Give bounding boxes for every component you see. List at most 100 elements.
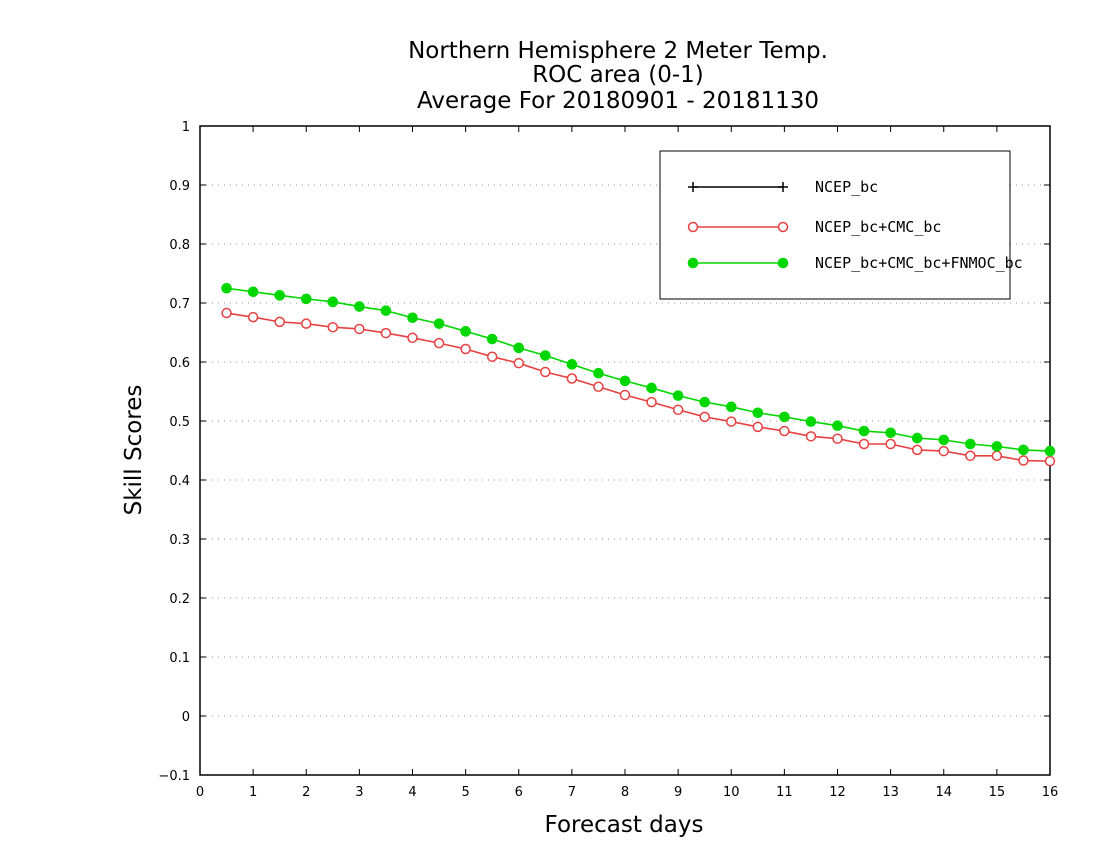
y-axis-label: Skill Scores — [121, 385, 147, 516]
data-point — [646, 396, 657, 408]
data-point — [513, 357, 524, 369]
data-point — [433, 318, 445, 329]
data-point — [911, 444, 923, 456]
data-point — [380, 305, 392, 316]
data-point — [274, 316, 285, 328]
data-point — [752, 407, 764, 419]
x-tick-label: 10 — [723, 785, 740, 800]
data-point — [540, 350, 551, 361]
data-point — [911, 432, 923, 444]
data-point — [566, 359, 578, 370]
x-tick-label: 6 — [515, 785, 523, 800]
data-point — [646, 382, 657, 394]
data-point — [938, 434, 950, 446]
data-point — [354, 323, 365, 335]
x-tick-label: 9 — [674, 785, 682, 800]
data-point — [247, 286, 259, 298]
data-point — [805, 416, 817, 427]
y-tick-label: 0.5 — [169, 415, 190, 430]
data-point — [965, 450, 976, 462]
legend-marker — [777, 257, 789, 269]
data-point — [247, 311, 259, 323]
data-point — [991, 450, 1003, 462]
chart-title: Northern Hemisphere 2 Meter Temp. ROC ar… — [408, 38, 828, 114]
data-point — [832, 420, 843, 432]
x-tick-label: 5 — [461, 785, 469, 800]
x-tick-label: 14 — [935, 785, 952, 800]
data-point — [779, 411, 790, 423]
data-point — [380, 327, 392, 339]
x-tick-label: 13 — [882, 785, 899, 800]
data-point — [672, 404, 684, 416]
y-tick-label: 0.9 — [169, 179, 190, 194]
data-point — [407, 312, 418, 324]
y-tick-label: −0.1 — [158, 769, 190, 784]
data-point — [221, 282, 232, 294]
x-tick-label: 11 — [776, 785, 793, 800]
chart-title-line-3: Average For 20180901 - 20181130 — [417, 88, 819, 114]
data-point — [1044, 455, 1056, 467]
legend-label: NCEP_bc+CMC_bc+FNMOC_bc — [815, 254, 1023, 272]
legend-box — [659, 150, 1011, 300]
x-axis-label: Forecast days — [545, 812, 704, 838]
x-tick-label: 4 — [408, 785, 416, 800]
y-tick-label: 0.8 — [169, 238, 190, 253]
data-point — [858, 438, 870, 450]
data-point — [752, 421, 764, 433]
chart-title-line-2: ROC area (0-1) — [532, 62, 704, 88]
legend-marker — [687, 257, 699, 269]
x-tick-label: 15 — [989, 785, 1006, 800]
x-tick-label: 1 — [249, 785, 257, 800]
y-tick-label: 0 — [182, 710, 190, 725]
data-point — [327, 321, 339, 333]
data-point — [486, 351, 498, 362]
legend-marker — [688, 182, 698, 192]
data-point — [327, 296, 339, 308]
series-layer — [221, 282, 1056, 467]
data-point — [300, 293, 312, 305]
y-tick-label: 0.6 — [169, 356, 190, 371]
data-point — [1044, 445, 1056, 457]
data-point — [885, 427, 896, 439]
y-tick-label: 0.1 — [169, 651, 190, 666]
data-point — [593, 381, 604, 393]
legend-marker — [778, 182, 788, 192]
x-tick-label: 12 — [829, 785, 846, 800]
data-point — [858, 425, 870, 437]
data-point — [991, 441, 1003, 452]
data-point — [513, 342, 525, 354]
y-tick-label: 1 — [182, 120, 190, 135]
legend-label: NCEP_bc+CMC_bc — [815, 218, 941, 236]
data-point — [725, 401, 737, 413]
data-point — [672, 390, 684, 401]
data-point — [460, 326, 471, 337]
data-point — [619, 375, 631, 387]
data-point — [726, 416, 737, 427]
legend-label: NCEP_bc — [815, 178, 878, 196]
data-point — [938, 445, 949, 457]
data-point — [407, 332, 418, 344]
data-point — [965, 438, 976, 450]
y-tick-label: 0.3 — [169, 533, 190, 548]
data-point — [221, 307, 232, 319]
data-point — [885, 438, 896, 450]
data-point — [699, 396, 710, 408]
data-point — [805, 431, 817, 442]
x-tick-label: 0 — [196, 785, 204, 800]
data-point — [460, 343, 471, 355]
legend: NCEP_bc NCEP_bc+CMC_bc NCEP_bc+CMC_bc+FNMO… — [659, 150, 1023, 300]
data-point — [301, 318, 312, 329]
chart-title-line-1: Northern Hemisphere 2 Meter Temp. — [408, 38, 828, 64]
data-point — [433, 337, 445, 349]
data-point — [354, 301, 365, 312]
y-tick-label: 0.2 — [169, 592, 190, 607]
legend-marker — [777, 221, 789, 233]
x-tick-label: 3 — [355, 785, 363, 800]
data-point — [832, 433, 843, 444]
data-point — [593, 367, 604, 379]
data-point — [699, 411, 710, 423]
data-point — [1018, 455, 1029, 466]
y-tick-label: 0.4 — [169, 474, 190, 489]
